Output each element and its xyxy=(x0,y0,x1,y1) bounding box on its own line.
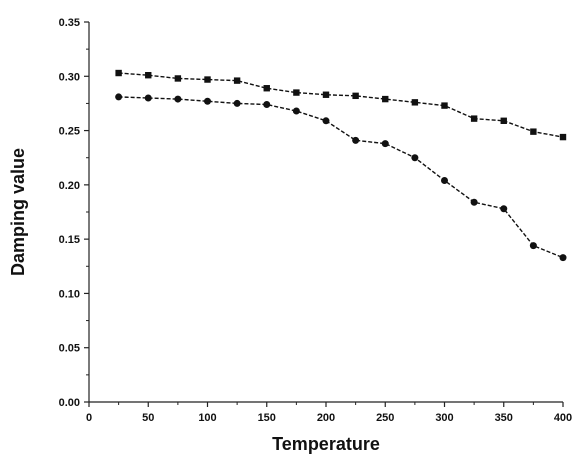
data-point-square xyxy=(352,92,359,100)
data-point-square xyxy=(411,99,419,106)
data-point-square xyxy=(382,95,389,103)
data-point-square xyxy=(204,76,211,83)
x-tick-label: 0 xyxy=(86,412,92,424)
data-point-square xyxy=(293,89,300,96)
data-point-circle xyxy=(292,107,300,115)
x-tick-label: 50 xyxy=(142,412,154,424)
x-tick-label: 150 xyxy=(258,412,276,424)
x-tick-label: 300 xyxy=(435,412,453,424)
y-tick-label: 0.35 xyxy=(59,17,80,29)
data-point-circle xyxy=(204,97,211,105)
y-tick-label: 0.00 xyxy=(59,397,80,409)
data-point-square xyxy=(145,72,152,79)
tick-marks: 0 50 100 150 200 250 300 350 400 0.00 0.05 0.10 0.15… xyxy=(59,17,573,424)
data-point-square xyxy=(233,77,241,84)
axes xyxy=(88,22,563,403)
x-tick-label: 400 xyxy=(554,412,572,424)
data-point-circle xyxy=(529,242,537,250)
data-point-square xyxy=(559,133,567,141)
data-point-circle xyxy=(115,93,123,101)
data-point-circle xyxy=(263,101,271,109)
x-axis-title: Temperature xyxy=(272,434,380,454)
x-tick-label: 100 xyxy=(198,412,216,424)
x-tick-label: 350 xyxy=(495,412,513,424)
data-point-square xyxy=(441,102,448,109)
x-tick-label: 200 xyxy=(317,412,335,424)
y-axis-title: Damping value xyxy=(8,148,28,276)
series-line xyxy=(118,72,564,138)
data-point-square xyxy=(500,117,507,124)
y-tick-label: 0.30 xyxy=(59,71,80,83)
data-point-circle xyxy=(470,198,478,206)
data-point-square xyxy=(530,128,537,135)
y-tick-label: 0.10 xyxy=(59,288,80,300)
data-point-square xyxy=(263,85,270,92)
data-point-circle xyxy=(381,140,389,148)
series-line xyxy=(118,96,564,259)
data-point-circle xyxy=(233,99,241,107)
y-tick-label: 0.05 xyxy=(59,343,80,355)
data-point-circle xyxy=(144,94,152,102)
data-point-circle xyxy=(322,117,330,125)
data-point-circle xyxy=(352,136,360,144)
data-point-square xyxy=(174,75,182,82)
data-point-square xyxy=(322,91,330,98)
y-tick-label: 0.20 xyxy=(59,180,80,192)
data-point-square xyxy=(115,69,122,77)
y-tick-label: 0.15 xyxy=(59,234,80,246)
series-group xyxy=(115,69,567,262)
series-1 xyxy=(115,69,567,141)
data-point-square xyxy=(470,115,478,122)
x-tick-label: 250 xyxy=(376,412,394,424)
data-point-circle xyxy=(500,205,508,213)
data-point-circle xyxy=(441,177,448,185)
data-point-circle xyxy=(174,95,182,103)
series-2 xyxy=(115,93,567,262)
data-point-circle xyxy=(411,154,419,162)
y-tick-label: 0.25 xyxy=(59,126,80,138)
data-point-circle xyxy=(559,254,567,262)
